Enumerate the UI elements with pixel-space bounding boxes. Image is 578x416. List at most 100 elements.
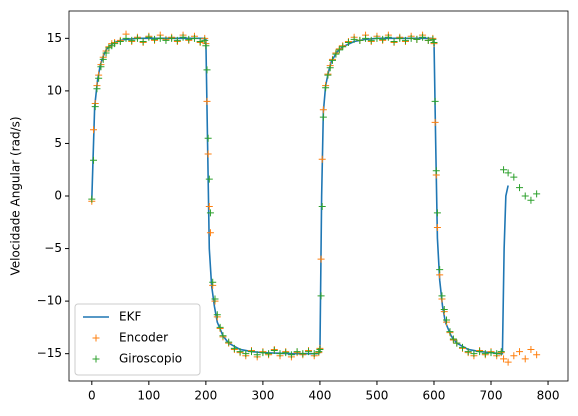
marker <box>433 209 441 217</box>
legend-swatch <box>92 355 100 363</box>
y-tick-label: 15 <box>47 31 62 45</box>
marker <box>350 35 358 43</box>
marker <box>433 224 441 232</box>
marker <box>521 192 529 200</box>
marker <box>190 34 198 42</box>
x-tick-label: 500 <box>366 389 389 403</box>
marker <box>206 229 214 237</box>
marker <box>128 36 136 44</box>
y-tick-label: 10 <box>47 83 62 97</box>
marker <box>481 350 489 358</box>
marker <box>443 316 451 324</box>
x-tick-label: 0 <box>88 389 96 403</box>
marker <box>504 169 512 177</box>
marker <box>396 34 404 42</box>
marker <box>116 37 124 45</box>
marker <box>436 266 444 274</box>
marker <box>390 37 398 45</box>
marker <box>407 34 415 42</box>
marker <box>156 34 164 42</box>
legend-label: EKF <box>119 310 141 324</box>
marker <box>319 106 327 114</box>
marker <box>470 350 478 358</box>
marker <box>458 343 466 351</box>
marker <box>270 347 278 355</box>
marker <box>111 40 119 48</box>
legend-label: Giroscopio <box>119 352 182 366</box>
marker <box>293 348 301 356</box>
y-tick-label: 5 <box>54 136 62 150</box>
marker <box>305 348 313 356</box>
marker <box>299 350 307 358</box>
marker <box>510 352 518 360</box>
marker <box>324 71 332 79</box>
marker <box>168 34 176 42</box>
marker <box>247 348 255 356</box>
y-tick-label: −10 <box>37 294 62 308</box>
marker <box>316 345 324 353</box>
marker <box>533 351 541 359</box>
marker <box>201 36 209 44</box>
marker <box>236 348 244 356</box>
marker <box>493 350 501 358</box>
y-tick-label: −15 <box>37 346 62 360</box>
marker <box>429 35 437 43</box>
marker <box>344 39 352 47</box>
marker <box>102 49 110 57</box>
marker <box>424 36 432 44</box>
marker <box>322 84 330 92</box>
marker <box>179 33 187 41</box>
x-tick-label: 600 <box>423 389 446 403</box>
marker <box>527 196 535 204</box>
marker <box>204 134 212 142</box>
marker <box>464 348 472 356</box>
marker <box>202 42 210 50</box>
legend-label: Encoder <box>119 331 168 345</box>
marker <box>510 173 518 181</box>
marker <box>225 338 233 346</box>
marker <box>253 351 261 359</box>
x-tick-label: 100 <box>137 389 160 403</box>
marker <box>310 350 318 358</box>
marker <box>265 350 273 358</box>
marker <box>431 118 439 126</box>
marker <box>95 74 103 82</box>
marker <box>328 56 336 64</box>
marker <box>90 156 98 164</box>
marker <box>145 33 153 41</box>
marker <box>516 184 524 192</box>
marker <box>527 345 535 353</box>
marker <box>122 34 130 42</box>
marker <box>185 35 193 43</box>
marker <box>205 175 213 183</box>
marker <box>430 39 438 47</box>
marker <box>533 190 541 198</box>
marker <box>162 36 170 44</box>
marker <box>230 344 238 352</box>
marker <box>326 64 334 72</box>
marker <box>373 34 381 42</box>
y-tick-label: −5 <box>44 241 62 255</box>
marker <box>259 349 267 357</box>
marker <box>335 46 343 54</box>
legend-box <box>74 303 201 376</box>
marker <box>516 348 524 356</box>
marker <box>339 43 347 51</box>
marker <box>356 36 364 44</box>
marker <box>93 85 101 93</box>
marker <box>497 348 505 356</box>
marker <box>196 37 204 45</box>
marker <box>91 103 99 111</box>
marker <box>205 203 213 211</box>
y-axis-label: Velocidade Angular (rad/s) <box>9 116 23 275</box>
marker <box>432 167 440 175</box>
marker <box>379 35 387 43</box>
y-tick-label: 0 <box>54 189 62 203</box>
marker <box>99 55 107 63</box>
marker <box>151 35 159 43</box>
x-tick-label: 200 <box>194 389 217 403</box>
marker <box>319 113 327 121</box>
marker <box>88 195 96 203</box>
marker <box>203 97 211 105</box>
